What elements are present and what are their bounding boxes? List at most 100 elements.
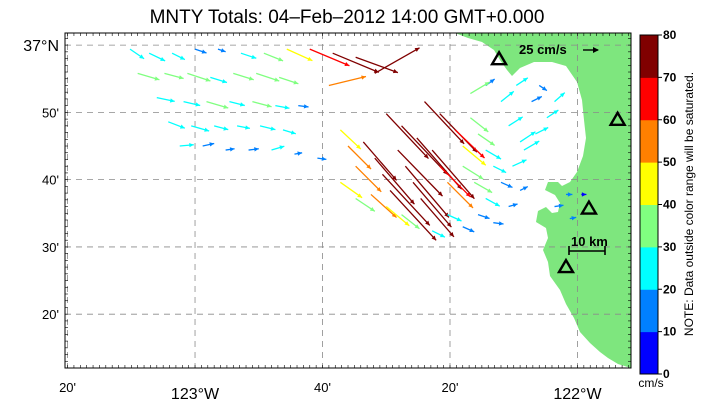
lat-tick-label: 30' [42, 240, 59, 255]
current-vector [355, 56, 399, 74]
axis-labels: 20' 123°W 40' 20' 122°W 37°N 50' 40' 30' 20' [23, 38, 602, 403]
colorbar-tick-label: 80 [663, 28, 677, 42]
current-vector [339, 129, 362, 150]
lon-tick-label: 20' [442, 380, 459, 395]
current-vector [462, 145, 487, 166]
lon-tick-label: 20' [59, 380, 76, 395]
current-vector [259, 125, 276, 131]
current-vector [500, 90, 515, 103]
current-vector [229, 100, 245, 107]
current-vector [519, 185, 529, 191]
current-vector [477, 133, 496, 146]
current-vector [263, 52, 284, 62]
current-vector [546, 109, 559, 119]
colorbar-unit-label: cm/s [638, 376, 663, 390]
current-vector [420, 198, 455, 238]
colorbar-tick-label: 20 [663, 282, 677, 296]
current-vector [385, 206, 410, 227]
current-vector [485, 149, 502, 160]
current-vector [381, 173, 431, 226]
current-vector [347, 145, 372, 170]
current-vector [294, 151, 303, 156]
current-vector [493, 221, 504, 226]
current-vector [278, 76, 299, 85]
current-vector [569, 216, 577, 221]
current-vector [473, 181, 493, 194]
current-vector [370, 193, 397, 218]
current-vector [519, 131, 536, 143]
lon-tick-label: 40' [314, 380, 331, 395]
current-vector [137, 72, 160, 81]
colorbar-tick-label: 0 [663, 367, 670, 381]
current-vector [462, 165, 484, 180]
current-vector [397, 149, 443, 197]
current-vector [271, 145, 285, 151]
colorbar-segment [640, 35, 658, 78]
current-vector [256, 72, 280, 82]
current-vector [535, 126, 549, 135]
current-vector [275, 105, 290, 110]
colorbar-tick-label: 40 [663, 198, 677, 212]
current-vector [385, 113, 429, 159]
current-vector [470, 81, 490, 95]
scale-vector-arrowhead-icon [593, 47, 599, 53]
colorbar-tick-label: 50 [663, 155, 677, 169]
current-vector [202, 142, 215, 147]
current-vector [355, 165, 382, 193]
lat-tick-label: 37°N [23, 38, 59, 55]
map-area [65, 33, 631, 368]
colorbar-segment [640, 77, 658, 121]
triangle-icon [608, 110, 627, 126]
scale-bar: 10 km [568, 234, 608, 255]
sea-background [65, 33, 631, 368]
scale-bar-label: 10 km [571, 234, 608, 249]
colorbar: 0 10 20 30 40 50 60 70 80 [639, 28, 677, 381]
current-vector [164, 72, 184, 80]
current-vector [217, 48, 226, 53]
colorbar-segment [640, 331, 658, 375]
current-vector [328, 75, 367, 87]
current-vector [148, 52, 166, 62]
current-vector [233, 72, 254, 81]
current-vector [282, 129, 296, 135]
radar-stations [489, 49, 627, 274]
current-vector [389, 189, 437, 241]
triangle-icon [579, 199, 599, 215]
current-vector [179, 142, 194, 148]
triangle-icon [489, 49, 509, 66]
current-vector [538, 84, 548, 92]
current-vector [240, 52, 257, 59]
colorbar-segment [640, 119, 658, 163]
lon-tick-label: 122°W [553, 386, 602, 403]
current-vector [298, 104, 309, 109]
current-vector [317, 156, 327, 161]
current-vector [171, 52, 186, 61]
current-vector [183, 100, 201, 107]
colorbar-segment [640, 289, 658, 333]
current-vector [309, 48, 350, 67]
current-vector [401, 214, 420, 230]
lat-tick-label: 20' [42, 307, 59, 322]
current-vector [424, 101, 465, 145]
scale-vector: 25 cm/s [519, 42, 599, 57]
current-vector [469, 117, 489, 133]
current-vector [339, 181, 363, 199]
current-vector [156, 96, 175, 103]
current-vector [206, 100, 229, 109]
current-vector [412, 181, 452, 228]
colorbar-note: NOTE: Data outside color range will be s… [682, 72, 696, 336]
lat-tick-label: 40' [42, 173, 59, 188]
current-vector [168, 121, 186, 129]
current-vector [362, 141, 398, 181]
current-vectors [129, 47, 587, 241]
current-vector [512, 159, 527, 167]
current-vector [248, 147, 259, 152]
current-vector [210, 76, 228, 84]
current-vector [508, 203, 518, 208]
grid-lines [65, 33, 631, 368]
current-vector [554, 92, 566, 103]
current-vector [355, 197, 376, 212]
current-vector [404, 165, 450, 218]
current-vector [500, 181, 513, 189]
colorbar-tick-label: 70 [663, 70, 677, 84]
